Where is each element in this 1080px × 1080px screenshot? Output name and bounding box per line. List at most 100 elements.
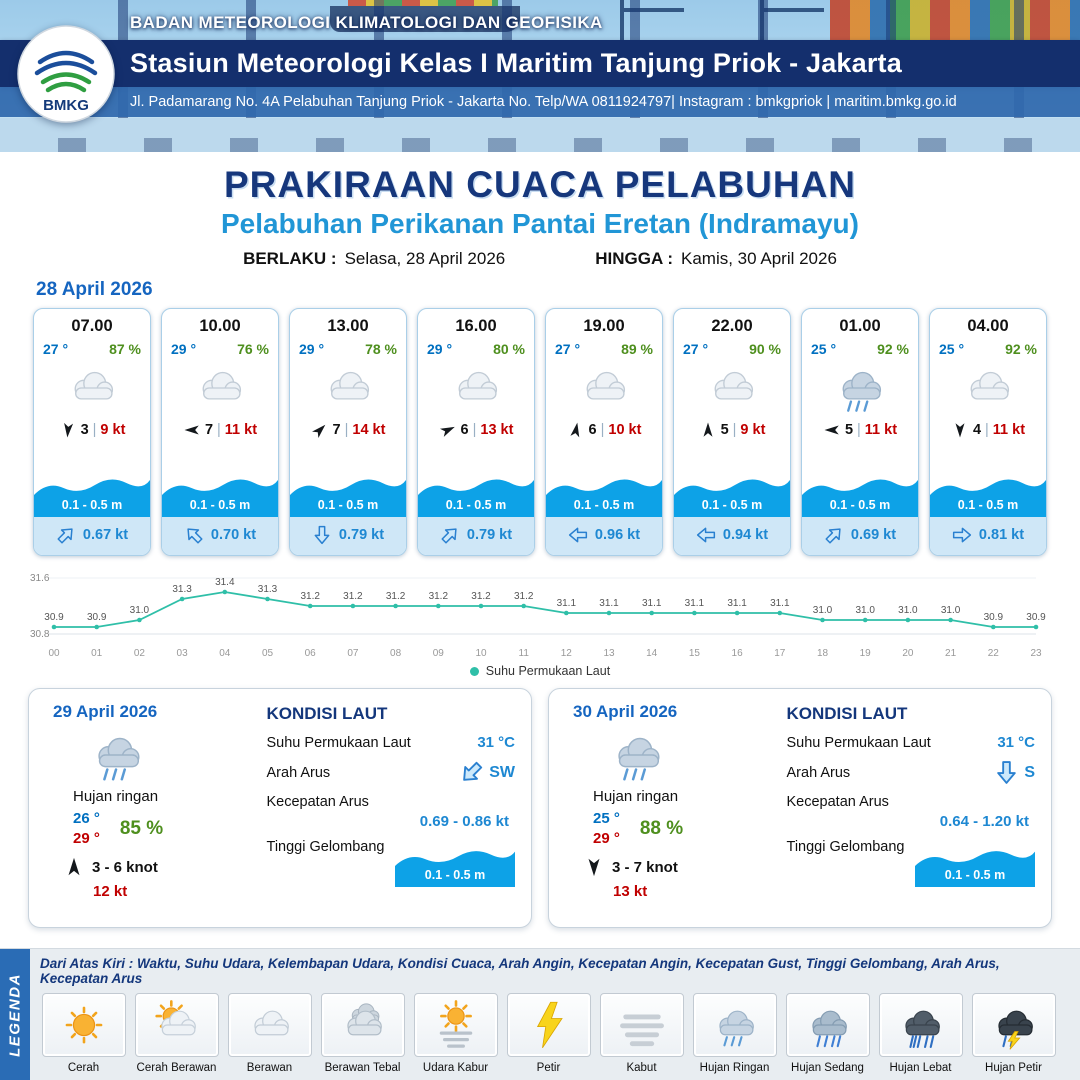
humidity: 90 % (749, 341, 781, 357)
forecast-card: 22.00 27 ° 90 % 5 | 9 kt 0.1 - 0.5 m 0.9… (673, 308, 791, 556)
legend-item-label: Hujan Ringan (699, 1062, 770, 1074)
forecast-time: 13.00 (327, 317, 369, 335)
separator: | (472, 422, 477, 438)
legend-items: Cerah Cerah Berawan Berawan Berawan Teba… (40, 993, 1070, 1074)
wind-speed: 7 (332, 422, 341, 438)
sst-label: Suhu Permukaan Laut (786, 734, 931, 751)
legend-item-label: Hujan Sedang (791, 1062, 864, 1074)
daily-date: 30 April 2026 (573, 702, 678, 721)
wave-height-band: 0.1 - 0.5 m (674, 471, 790, 517)
wind-row: 5 | 9 kt (674, 419, 790, 443)
legend-item: Cerah Berawan (133, 993, 220, 1074)
berawan-icon (674, 357, 790, 419)
wind-speed: 4 (972, 422, 982, 438)
sea-condition-title: KONDISI LAUT (266, 704, 388, 723)
svg-text:31.3: 31.3 (258, 584, 278, 595)
current-speed: 0.94 kt (722, 527, 769, 543)
hujan-lebat-icon (878, 993, 963, 1057)
separator: | (985, 422, 989, 438)
chart-legend-marker (469, 666, 479, 676)
legend-section: LEGENDA Dari Atas Kiri : Waktu, Suhu Uda… (0, 948, 1080, 1080)
agency-name: BADAN METEOROLOGI KLIMATOLOGI DAN GEOFIS… (130, 13, 603, 32)
forecast-time: 04.00 (967, 317, 1009, 335)
forecast-card: 19.00 27 ° 89 % 6 | 10 kt 0.1 - 0.5 m 0.… (545, 308, 663, 556)
current-speed: 0.64 - 1.20 kt (939, 813, 1029, 830)
wave-height-label: Tinggi Gelombang (266, 839, 385, 855)
weather-condition: Hujan ringan (593, 788, 679, 805)
humidity: 76 % (237, 341, 269, 357)
svg-text:31.0: 31.0 (130, 605, 150, 616)
air-temperature: 29 ° (299, 341, 325, 357)
svg-text:06: 06 (305, 648, 317, 659)
forecast-card: 04.00 25 ° 92 % 4 | 11 kt 0.1 - 0.5 m 0.… (929, 308, 1047, 556)
svg-text:31.1: 31.1 (727, 598, 747, 609)
hujan-ringan-icon (692, 993, 777, 1057)
wave-height: 0.1 - 0.5 m (573, 498, 635, 512)
current-row: 0.79 kt (290, 517, 406, 555)
svg-text:31.2: 31.2 (386, 591, 406, 602)
wind-row: 5 | 11 kt (802, 419, 918, 443)
wave-height: 0.1 - 0.5 m (701, 498, 763, 512)
wind-gust: 9 kt (100, 422, 126, 438)
current-speed: 0.69 kt (850, 527, 897, 543)
legend-item-label: Udara Kabur (422, 1062, 489, 1074)
current-row: 0.70 kt (162, 517, 278, 555)
temp-max: 29 ° (73, 830, 100, 847)
forecast-time: 07.00 (71, 317, 113, 335)
daily-weather-column: 29 April 2026 Hujan ringan 26 ° 29 ° 85 … (45, 702, 257, 914)
berawan-icon (34, 357, 150, 419)
svg-text:14: 14 (646, 648, 658, 659)
hujan-sedang-icon (785, 993, 870, 1057)
svg-text:31.2: 31.2 (471, 591, 491, 602)
svg-text:30.9: 30.9 (1026, 612, 1046, 623)
svg-text:10: 10 (475, 648, 487, 659)
wind-gust: 10 kt (608, 422, 642, 438)
wind-row: 7 | 14 kt (290, 419, 406, 443)
wind-direction-icon (307, 417, 332, 442)
svg-text:15: 15 (689, 648, 701, 659)
svg-text:31.1: 31.1 (557, 598, 577, 609)
svg-text:31.1: 31.1 (685, 598, 705, 609)
humidity: 88 % (639, 817, 684, 839)
svg-text:21: 21 (945, 648, 957, 659)
wind-row: 6 | 13 kt (418, 419, 534, 443)
wind-gust: 13 kt (480, 422, 514, 438)
berawan-icon (418, 357, 534, 419)
current-direction-icon (52, 521, 80, 549)
current-direction-icon (820, 521, 848, 549)
current-row: 0.69 kt (802, 517, 918, 555)
sea-condition-column: KONDISI LAUT Suhu Permukaan Laut 31 °C A… (777, 702, 1035, 914)
humidity: 89 % (621, 341, 653, 357)
wind-gust: 9 kt (740, 422, 766, 438)
wind-gust: 11 kt (864, 422, 898, 438)
humidity: 92 % (1005, 341, 1037, 357)
bmkg-logo-text: BMKG (43, 97, 89, 114)
wave-height-band: 0.1 - 0.5 m (395, 843, 515, 887)
wind-direction-icon (583, 856, 605, 878)
svg-text:19: 19 (860, 648, 872, 659)
wave-height: 0.1 - 0.5 m (189, 498, 251, 512)
wind-direction-icon (63, 856, 85, 878)
daily-wind: 3 - 7 knot (583, 856, 777, 878)
chart-container: 31.6 30.8 30.9 30.9 31.0 31.3 31.4 31.3 31.2 31… (0, 556, 1080, 662)
station-address: Jl. Padamarang No. 4A Pelabuhan Tanjung … (130, 94, 957, 110)
wind-range: 3 - 6 knot (92, 858, 158, 876)
wave-height: 0.1 - 0.5 m (957, 498, 1019, 512)
wind-direction-icon (699, 421, 717, 439)
svg-text:18: 18 (817, 648, 829, 659)
svg-text:31.2: 31.2 (514, 591, 534, 602)
air-temperature: 29 ° (171, 341, 197, 357)
bmkg-logo: BMKG (17, 25, 115, 123)
hujan-petir-icon (971, 993, 1056, 1057)
wave-height-band: 0.1 - 0.5 m (162, 471, 278, 517)
wind-speed: 5 (844, 422, 854, 438)
waiting-hall-illustration (0, 118, 1080, 152)
legend-item: Cerah (40, 993, 127, 1074)
svg-text:20: 20 (902, 648, 914, 659)
daily-weather-column: 30 April 2026 Hujan ringan 25 ° 29 ° 88 … (565, 702, 777, 914)
wind-speed: 5 (720, 422, 729, 438)
air-temperature: 29 ° (427, 341, 453, 357)
current-row: 0.79 kt (418, 517, 534, 555)
berawan-icon (162, 357, 278, 419)
